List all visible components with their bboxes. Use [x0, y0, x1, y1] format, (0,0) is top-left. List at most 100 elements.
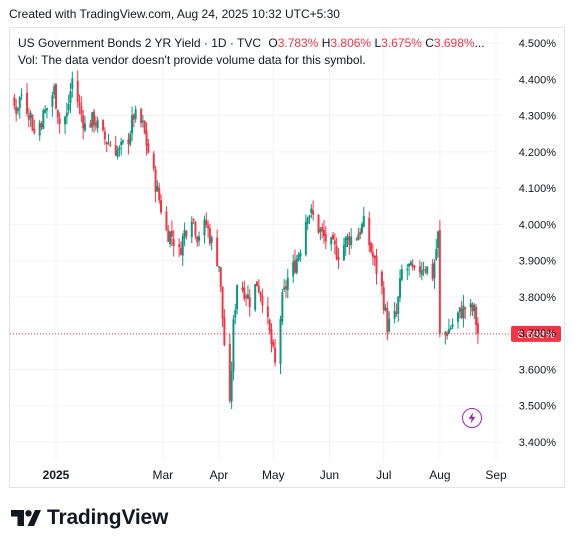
- candle-body: [476, 323, 479, 334]
- candle-body: [140, 108, 143, 124]
- candle-body: [469, 303, 472, 308]
- candle-body: [337, 257, 340, 261]
- candle-body: [324, 234, 327, 242]
- candle-body: [143, 121, 146, 133]
- candle-body: [172, 239, 175, 246]
- candle-body: [170, 230, 173, 237]
- candle-body: [370, 243, 373, 252]
- candle-body: [169, 231, 172, 245]
- lightning-bolt-icon[interactable]: [462, 408, 482, 428]
- y-axis[interactable]: 4.500% 4.400% 4.300% 4.200% 4.100% 4.000% 3.90…: [519, 38, 557, 449]
- candle-body: [105, 141, 108, 145]
- candle-body: [368, 217, 371, 246]
- candle-body: [145, 130, 148, 146]
- candle-body: [420, 270, 423, 275]
- candle-body: [382, 287, 385, 311]
- candle-body: [127, 139, 130, 144]
- candle-body: [332, 234, 335, 240]
- y-tick-label: 4.300%: [519, 111, 557, 123]
- candle-body: [234, 310, 237, 318]
- candle-body: [76, 80, 79, 103]
- candle-body: [246, 294, 249, 299]
- y-tick-label: 3.800%: [519, 292, 557, 304]
- legend-open-value: 3.783%: [277, 36, 319, 50]
- candle-body: [82, 115, 85, 129]
- candle-body: [134, 109, 137, 120]
- candle-body: [114, 145, 117, 156]
- candle-body: [408, 263, 411, 267]
- candle-body: [435, 248, 438, 260]
- candle-body: [446, 332, 449, 337]
- candle-body: [433, 262, 436, 279]
- candle-body: [147, 143, 150, 153]
- candle-body: [399, 278, 402, 298]
- candle-body: [373, 255, 376, 259]
- candle-body: [109, 145, 112, 147]
- candle-body: [196, 236, 199, 243]
- candle-body: [223, 317, 226, 346]
- candle-body: [261, 296, 264, 306]
- candle-body: [132, 114, 135, 120]
- candlestick-chart[interactable]: 3.698% 4.500% 4.400% 4.300% 4.200% 4.100% 4.0…: [10, 28, 566, 489]
- candle-body: [348, 236, 351, 246]
- candle-body: [178, 244, 181, 248]
- candle-body: [216, 237, 219, 267]
- candle-body: [397, 296, 400, 314]
- candle-body: [183, 229, 186, 239]
- candle-body: [241, 287, 244, 291]
- candle-body: [38, 122, 41, 136]
- candle-body: [418, 266, 421, 273]
- y-tick-label: 4.200%: [519, 147, 557, 159]
- candle-body: [80, 105, 83, 115]
- candle-body: [245, 296, 248, 298]
- candle-body: [411, 264, 414, 268]
- candle-body: [78, 102, 81, 106]
- candle-body: [217, 266, 220, 268]
- candle-body: [270, 329, 273, 344]
- y-tick-label: 4.100%: [519, 183, 557, 195]
- chart-legend[interactable]: US Government Bonds 2 YR Yield · 1D · TV…: [18, 36, 485, 50]
- candle-body: [181, 236, 184, 256]
- candle-body: [44, 109, 47, 113]
- candle-body: [475, 307, 478, 326]
- candle-body: [67, 104, 70, 111]
- candle-body: [58, 118, 61, 124]
- candle-body: [266, 306, 269, 318]
- candle-body: [384, 307, 387, 310]
- candle-body: [179, 248, 182, 255]
- candle-body: [335, 246, 338, 259]
- candle-body: [254, 284, 257, 310]
- candles: [13, 70, 479, 410]
- candle-body: [295, 258, 298, 273]
- legend-close-label: C: [425, 36, 434, 50]
- candle-body: [121, 140, 124, 143]
- legend-low-value: 3.675%: [381, 36, 422, 50]
- candle-body: [255, 281, 258, 287]
- candle-body: [152, 153, 155, 169]
- candle-body: [304, 221, 307, 255]
- candle-body: [27, 115, 30, 120]
- candle-body: [129, 134, 132, 145]
- x-axis[interactable]: 2025 Mar Apr May Jun Jul Aug Sep: [43, 468, 507, 482]
- candle-body: [51, 95, 54, 107]
- candle-body: [243, 287, 246, 299]
- candle-body: [395, 312, 398, 314]
- tradingview-logo[interactable]: TradingView: [11, 506, 168, 530]
- candle-body: [33, 128, 36, 134]
- candle-body: [297, 254, 300, 261]
- candle-body: [69, 91, 72, 104]
- candle-body: [424, 270, 427, 272]
- candle-body: [221, 286, 224, 319]
- candle-body: [219, 267, 222, 287]
- candle-body: [292, 261, 295, 277]
- candle-body: [230, 371, 233, 402]
- candle-body: [449, 328, 452, 330]
- candle-body: [154, 169, 157, 192]
- x-tick-label: Jul: [376, 468, 391, 482]
- candle-body: [319, 229, 322, 232]
- candle-body: [460, 308, 463, 318]
- chart-frame[interactable]: 3.698% 4.500% 4.400% 4.300% 4.200% 4.100% 4.0…: [9, 27, 565, 488]
- candle-body: [380, 271, 383, 287]
- candle-body: [279, 318, 282, 365]
- legend-high-label: H: [321, 36, 331, 50]
